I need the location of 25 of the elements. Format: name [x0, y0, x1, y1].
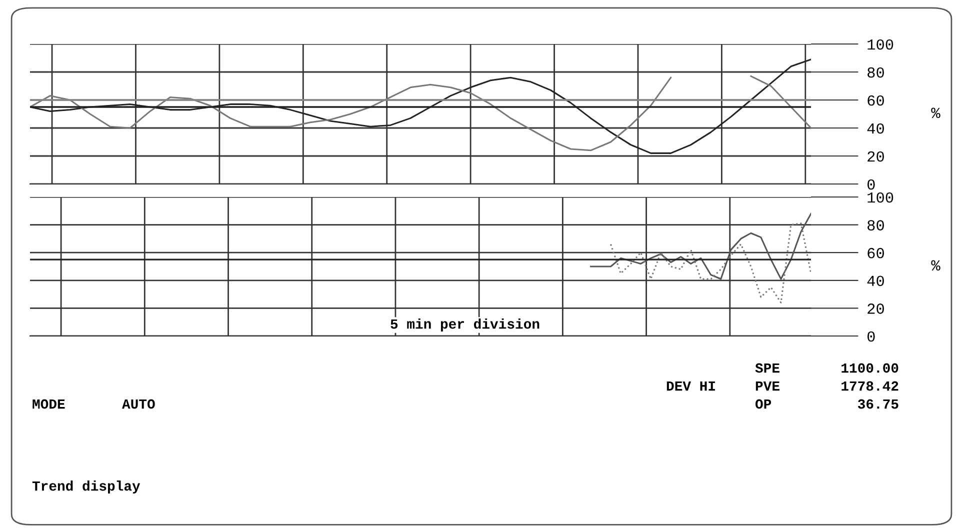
y-tick-label: 80: [868, 220, 884, 230]
y-tick-label: 40: [867, 276, 884, 286]
y-axis-title: %: [931, 260, 940, 271]
text: PVE: [756, 381, 780, 391]
y-tick-label: 0: [867, 331, 875, 342]
text: OP: [755, 399, 772, 409]
y-tick-label: 40: [867, 123, 884, 134]
y-tick-label: 100: [868, 192, 894, 203]
text: SPE: [755, 363, 780, 373]
text: DEV HI: [666, 381, 715, 391]
text: AUTO: [122, 399, 155, 409]
y-tick-label: 0: [867, 179, 875, 190]
text: 1100.00: [842, 363, 898, 373]
y-tick-label: 20: [868, 304, 884, 314]
annotation: 5 min per division: [390, 318, 540, 332]
y-tick-label: 20: [868, 151, 884, 162]
y-tick-label: 60: [868, 248, 884, 258]
text: 36.75: [858, 399, 898, 409]
y-tick-label: 100: [868, 39, 894, 50]
y-tick-label: 80: [868, 67, 884, 78]
y-axis-title: %: [931, 108, 940, 118]
text: Trend display: [32, 480, 140, 494]
text: 1778.42: [842, 381, 898, 391]
y-tick-label: 60: [868, 95, 884, 106]
text: MODE: [32, 399, 65, 409]
